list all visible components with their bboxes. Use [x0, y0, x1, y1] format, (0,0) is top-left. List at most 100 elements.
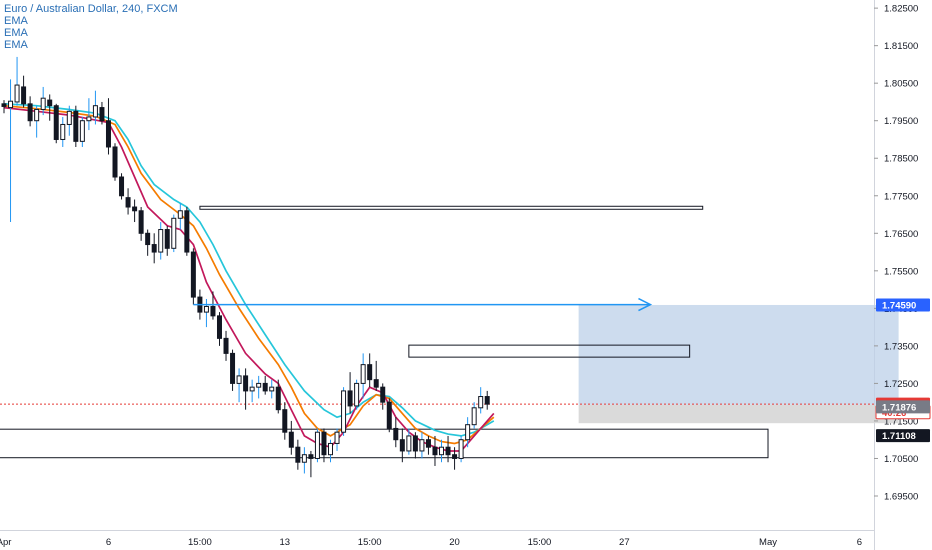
legend-ema-1: EMA [4, 15, 28, 27]
candle-body [471, 407, 477, 426]
y-tick-label: 1.76500 [884, 229, 918, 240]
y-tick-label: 1.71500 [884, 416, 918, 427]
candle-body [452, 454, 458, 459]
candle-body [425, 439, 431, 448]
candle-body [432, 446, 438, 456]
candle-body [484, 396, 490, 405]
candle-body [399, 439, 405, 452]
candle-body [439, 446, 445, 456]
candle-body [334, 431, 340, 444]
candle-body [203, 305, 209, 313]
candle-body [47, 99, 53, 107]
candle-body [1, 103, 7, 107]
candle-body [27, 103, 33, 122]
ema-fast-line [3, 106, 495, 452]
candle-body [216, 315, 222, 339]
y-tick-label: 1.77500 [884, 191, 918, 202]
x-tick-label: 15:00 [528, 537, 552, 548]
x-tick-label: 15:00 [188, 537, 212, 548]
candle-body [288, 431, 294, 448]
y-tick-label: 1.70500 [884, 454, 918, 465]
candle-body [262, 382, 268, 392]
candle-body [282, 409, 288, 433]
support-box [0, 428, 769, 459]
x-tick-label: 6 [106, 537, 111, 548]
candle-body [236, 375, 242, 384]
y-tick-label: 1.78500 [884, 154, 918, 165]
y-tick-label: 1.80500 [884, 79, 918, 90]
candle-body [458, 439, 464, 459]
price-tag-label: 1.71876 [882, 402, 916, 413]
candle-body [184, 210, 190, 253]
x-tick-label: 6 [857, 537, 862, 548]
candle-body [79, 120, 85, 142]
candle-body [34, 108, 40, 122]
candle-body [21, 86, 27, 105]
price-tag [876, 298, 930, 312]
candle-body [164, 229, 170, 249]
candle-body [373, 379, 379, 388]
candle-body [478, 396, 484, 409]
candle-body [125, 197, 131, 208]
candle-body [341, 390, 347, 433]
stop-zone [578, 404, 899, 424]
x-tick-label: 20 [449, 537, 460, 548]
candle-body [314, 431, 320, 459]
candle-body [177, 210, 183, 219]
candle-body [73, 110, 79, 142]
price-tag [876, 400, 930, 414]
candle-body [328, 442, 333, 456]
x-tick-label: 27 [619, 537, 630, 548]
candle-body [112, 146, 118, 178]
candle-body [8, 100, 14, 109]
chart-legend: Euro / Australian Dollar, 240, FXCM EMA … [4, 3, 178, 51]
candle-body [86, 116, 92, 122]
candle-body [360, 364, 366, 384]
candle-body [230, 352, 236, 384]
target-arrow-head [638, 297, 653, 312]
candle-body [171, 217, 177, 249]
candle-body [145, 232, 151, 246]
candle-body [380, 386, 386, 403]
target-zone [578, 304, 899, 405]
y-tick-label: 1.81500 [884, 41, 918, 52]
candle-body [66, 110, 72, 125]
candle-body [347, 390, 353, 407]
candle-body [210, 305, 216, 317]
candle-body [308, 454, 314, 459]
candle-body [256, 382, 262, 388]
candle-body [53, 105, 59, 140]
x-tick-label: 13 [280, 537, 291, 548]
candle-body [14, 84, 20, 103]
ema-mid-line [3, 104, 495, 445]
candle-body [223, 337, 229, 354]
y-tick-label: 1.69500 [884, 491, 918, 502]
candle-body [354, 382, 360, 407]
candle-body [412, 435, 418, 452]
candle-body [465, 424, 471, 441]
candle-body [269, 386, 275, 392]
y-tick-label: 1.82500 [884, 4, 918, 15]
x-tick-label: May [759, 537, 777, 548]
price-tag [876, 429, 930, 443]
candle-body [386, 401, 392, 429]
candle-body [301, 454, 307, 463]
y-tick-label: 1.72500 [884, 379, 918, 390]
candle-body [406, 435, 412, 452]
candle-body [445, 446, 451, 456]
candle-body [119, 176, 125, 197]
candle-body [275, 386, 281, 411]
y-tick-label: 1.73500 [884, 341, 918, 352]
legend-ema-3: EMA [4, 39, 28, 51]
candle-body [249, 386, 255, 392]
candle-body [243, 375, 249, 392]
candle-body [295, 446, 301, 463]
ema-slow-line [3, 102, 495, 437]
candle-body [138, 210, 144, 234]
price-tag-label: 1.74590 [882, 300, 916, 311]
candle-body [151, 244, 157, 253]
candle-body [99, 107, 105, 122]
candle-body [105, 120, 111, 148]
